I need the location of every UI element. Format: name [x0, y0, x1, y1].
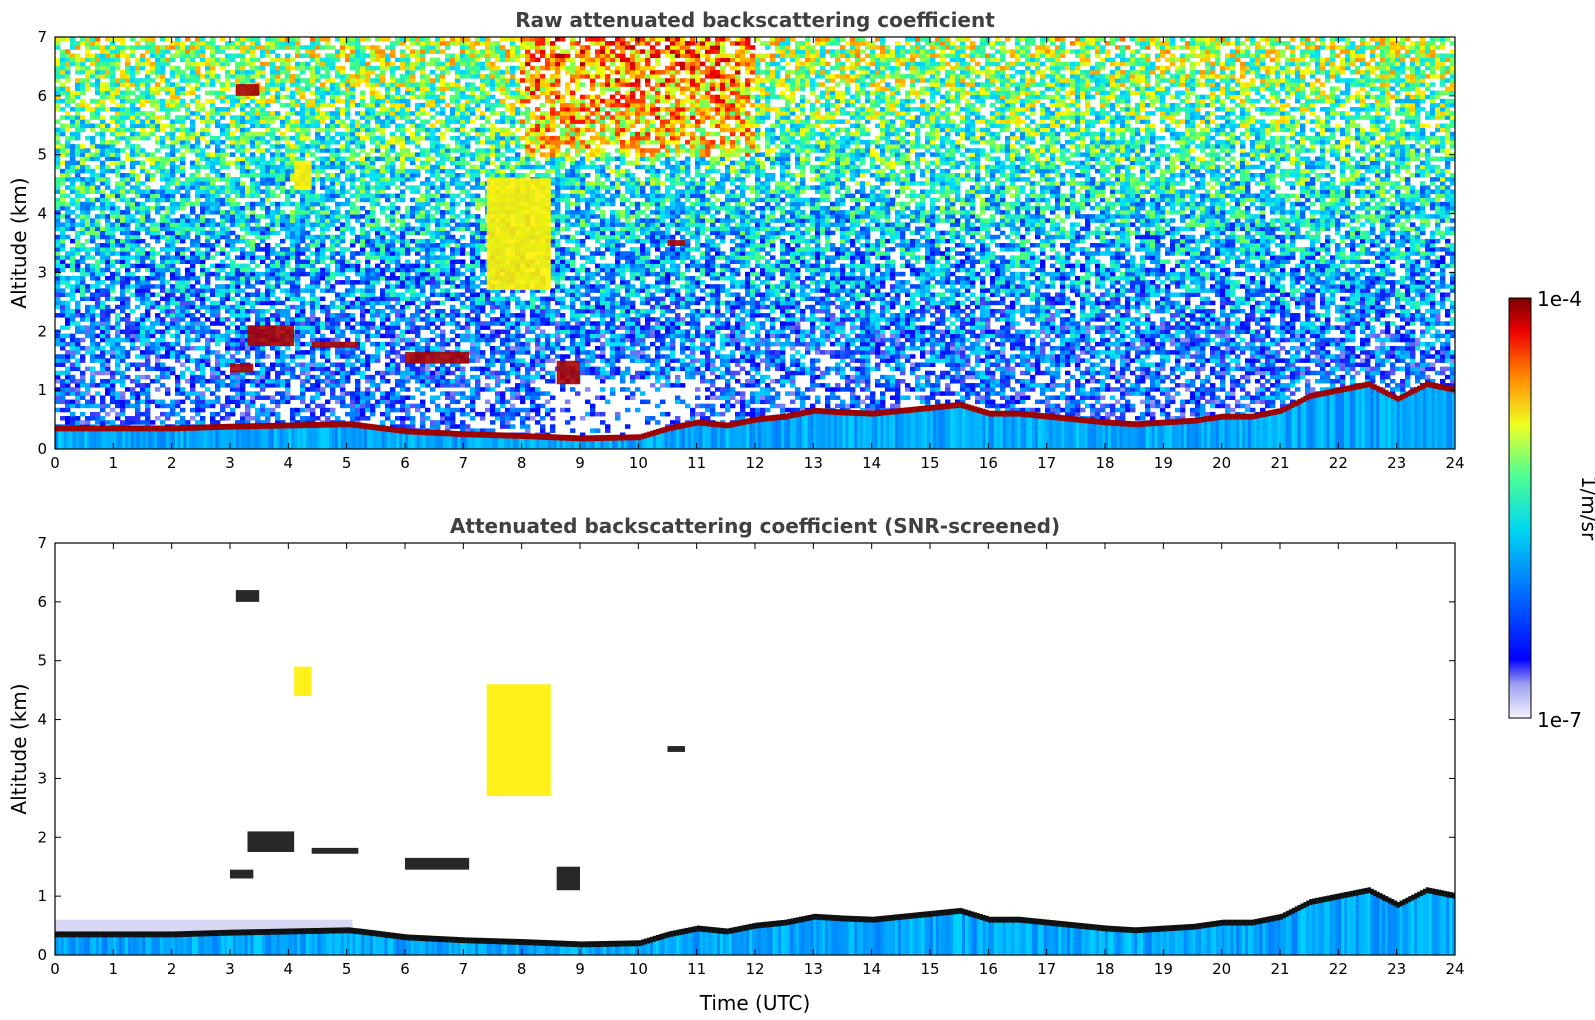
y-axis-label-raw: Altitude (km) [7, 177, 31, 308]
y-tick-label: 4 [37, 205, 47, 223]
x-tick-label: 14 [862, 960, 881, 978]
y-tick-label: 7 [37, 28, 47, 46]
x-tick-label: 12 [745, 960, 764, 978]
y-tick-label: 2 [37, 322, 47, 340]
x-tick-label: 14 [862, 454, 881, 472]
y-tick-label: 6 [37, 593, 47, 611]
panel-screened: Attenuated backscattering coefficient (S… [7, 514, 1465, 1015]
y-tick-label: 1 [37, 887, 47, 905]
x-tick-label: 23 [1387, 960, 1406, 978]
x-tick-label: 13 [804, 960, 823, 978]
y-tick-label: 3 [37, 263, 47, 281]
x-tick-label: 1 [109, 960, 119, 978]
y-axis-label-screened: Altitude (km) [7, 683, 31, 814]
x-tick-label: 5 [342, 454, 352, 472]
x-tick-label: 19 [1154, 454, 1173, 472]
x-tick-label: 1 [109, 454, 119, 472]
x-tick-label: 4 [284, 454, 294, 472]
x-tick-label: 24 [1445, 960, 1464, 978]
x-tick-label: 0 [50, 454, 60, 472]
x-tick-label: 12 [745, 454, 764, 472]
x-tick-label: 7 [459, 960, 469, 978]
x-tick-label: 6 [400, 960, 410, 978]
x-axis-screened: 0 1 2 3 4 5 6 7 8 9 10 11 12 13 14 15 16 17 18 19 20 21 22 23 24 [50, 543, 1465, 978]
x-axis-raw: 0 1 2 3 4 5 6 7 8 9 10 11 12 13 14 15 16 17 18 19 20 21 22 23 24 [50, 37, 1465, 472]
x-tick-label: 22 [1329, 454, 1348, 472]
colorbar-min-label: 1e-7 [1537, 708, 1582, 732]
x-tick-label: 13 [804, 454, 823, 472]
x-tick-label: 18 [1095, 960, 1114, 978]
x-tick-label: 8 [517, 960, 527, 978]
colorbar: 1e-4 1e-7 1/m/sr [1508, 287, 1595, 732]
colorbar-gradient [1508, 297, 1532, 719]
x-tick-label: 8 [517, 454, 527, 472]
x-tick-label: 24 [1445, 454, 1464, 472]
x-tick-label: 10 [629, 454, 648, 472]
x-tick-label: 6 [400, 454, 410, 472]
x-tick-label: 17 [1037, 454, 1056, 472]
x-tick-label: 15 [920, 454, 939, 472]
x-tick-label: 15 [920, 960, 939, 978]
x-tick-label: 2 [167, 960, 177, 978]
chart-title-screened: Attenuated backscattering coefficient (S… [450, 514, 1060, 538]
x-tick-label: 11 [687, 960, 706, 978]
x-tick-label: 21 [1270, 960, 1289, 978]
x-tick-label: 7 [459, 454, 469, 472]
colorbar-unit-label: 1/m/sr [1577, 476, 1595, 541]
y-tick-label: 7 [37, 534, 47, 552]
x-tick-label: 16 [979, 960, 998, 978]
x-tick-label: 0 [50, 960, 60, 978]
x-tick-label: 9 [575, 454, 585, 472]
x-tick-label: 17 [1037, 960, 1056, 978]
y-axis-screened: 0 1 2 3 4 5 6 7 [37, 534, 1455, 964]
y-tick-label: 4 [37, 711, 47, 729]
x-tick-label: 21 [1270, 454, 1289, 472]
x-tick-label: 10 [629, 960, 648, 978]
y-axis-raw: 0 1 2 3 4 5 6 7 [37, 28, 1455, 458]
colorbar-max-label: 1e-4 [1537, 287, 1582, 311]
y-tick-label: 2 [37, 828, 47, 846]
x-tick-label: 19 [1154, 960, 1173, 978]
x-axis-label: Time (UTC) [699, 991, 811, 1015]
x-tick-label: 23 [1387, 454, 1406, 472]
y-tick-label: 3 [37, 769, 47, 787]
x-tick-label: 18 [1095, 454, 1114, 472]
x-tick-label: 16 [979, 454, 998, 472]
chart-title-raw: Raw attenuated backscattering coefficien… [515, 8, 995, 32]
panel-raw: Raw attenuated backscattering coefficien… [7, 8, 1465, 472]
x-tick-label: 20 [1212, 454, 1231, 472]
y-tick-label: 0 [37, 440, 47, 458]
x-tick-label: 20 [1212, 960, 1231, 978]
x-tick-label: 5 [342, 960, 352, 978]
heatmap-raw-field [55, 37, 1455, 449]
x-tick-label: 11 [687, 454, 706, 472]
y-tick-label: 6 [37, 87, 47, 105]
y-tick-label: 5 [37, 146, 47, 164]
x-tick-label: 4 [284, 960, 294, 978]
x-tick-label: 3 [225, 454, 235, 472]
x-tick-label: 22 [1329, 960, 1348, 978]
y-tick-label: 1 [37, 381, 47, 399]
x-tick-label: 9 [575, 960, 585, 978]
x-tick-label: 3 [225, 960, 235, 978]
heatmap-screened-field [55, 590, 1455, 955]
y-tick-label: 0 [37, 946, 47, 964]
plot-frame-screened [54, 542, 1456, 956]
x-tick-label: 2 [167, 454, 177, 472]
y-tick-label: 5 [37, 652, 47, 670]
